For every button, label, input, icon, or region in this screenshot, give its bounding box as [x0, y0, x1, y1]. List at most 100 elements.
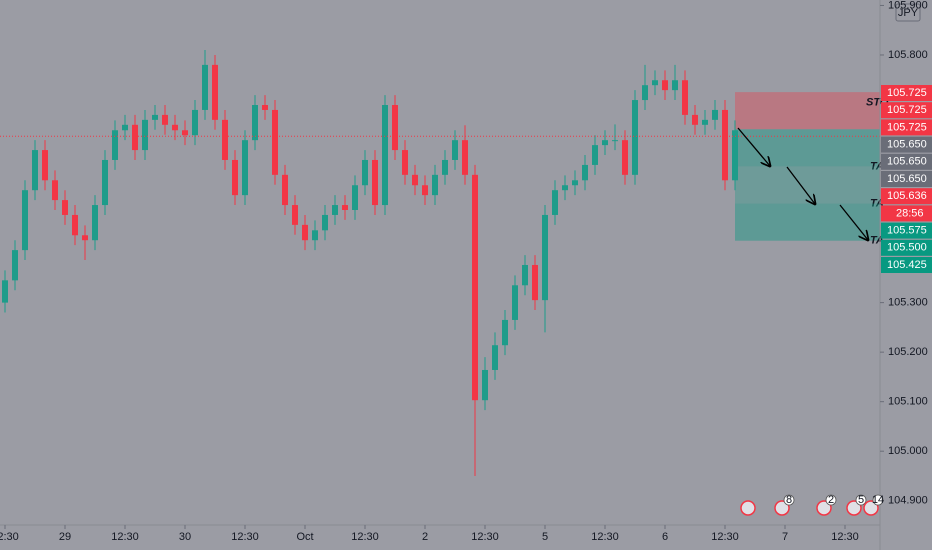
x-tick-label: 30: [179, 531, 191, 543]
candle-body: [552, 190, 558, 215]
candle-body: [662, 80, 668, 91]
candle-body: [302, 224, 308, 241]
price-label-box: [881, 171, 932, 187]
candle-body: [342, 205, 348, 210]
candle-body: [182, 130, 188, 136]
event-count: 14: [872, 494, 884, 506]
candle-body: [112, 130, 118, 160]
candle-body: [642, 85, 648, 101]
x-tick-label: 12:30: [111, 531, 139, 543]
candle-body: [322, 214, 328, 231]
candle-body: [512, 285, 518, 320]
candle-body: [502, 319, 508, 346]
price-label: 105.725: [887, 121, 927, 133]
x-tick-label: 12:30: [231, 531, 259, 543]
price-label: 105.725: [887, 104, 927, 116]
candle-body: [262, 105, 268, 110]
x-tick-label: 12:30: [591, 531, 619, 543]
y-tick-label: 104.900: [888, 495, 928, 507]
candle-body: [412, 174, 418, 186]
price-label: 105.650: [887, 173, 927, 185]
event-count: 5: [858, 494, 864, 506]
price-label: 105.425: [887, 259, 927, 271]
x-tick-label: 12:30: [471, 531, 499, 543]
event-icon: [846, 500, 862, 516]
price-label: 105.636: [887, 190, 927, 202]
candle-body: [692, 114, 698, 125]
x-tick-label: 12:30: [351, 531, 379, 543]
price-label: 105.725: [887, 87, 927, 99]
price-label-box: [881, 85, 932, 101]
candle-body: [432, 174, 438, 196]
y-tick-label: 105.000: [888, 445, 928, 457]
countdown-box: [881, 205, 932, 222]
candle-body: [82, 235, 88, 241]
candle-body: [72, 214, 78, 236]
price-label-box: [881, 257, 932, 273]
x-tick-label: Oct: [296, 531, 313, 543]
candle-body: [682, 80, 688, 115]
candle-body: [732, 130, 738, 181]
y-tick-label: 105.300: [888, 297, 928, 309]
candle-body: [372, 159, 378, 206]
candle-body: [702, 119, 708, 125]
candle-body: [592, 145, 598, 165]
candle-body: [162, 114, 168, 125]
candle-body: [32, 150, 38, 191]
candle-body: [202, 64, 208, 110]
candle-body: [212, 64, 218, 120]
candle-body: [612, 140, 618, 142]
x-tick-label: 2: [422, 531, 428, 543]
candle-body: [242, 140, 248, 196]
event-badge: [872, 494, 884, 506]
price-label-box: [881, 222, 932, 239]
candle-body: [222, 119, 228, 160]
target-zone: [735, 203, 880, 241]
price-label: 105.650: [887, 156, 927, 168]
price-label: 105.650: [887, 139, 927, 151]
candle-body: [452, 140, 458, 160]
x-tick-label: 5: [542, 531, 548, 543]
candle-body: [142, 119, 148, 151]
candle-body: [582, 164, 588, 181]
currency-box: [895, 3, 921, 22]
candle-body: [172, 124, 178, 131]
event-badge: [783, 494, 795, 506]
stop-zone: [735, 92, 880, 130]
arrow: [737, 127, 770, 166]
price-label-box: [881, 102, 932, 119]
candle-body: [382, 105, 388, 206]
candle-body: [42, 150, 48, 181]
x-tick-label: 7: [782, 531, 788, 543]
price-label-box: [881, 153, 932, 170]
event-count: 8: [786, 494, 792, 506]
candle-body: [62, 200, 68, 215]
candle-body: [132, 124, 138, 151]
candle-body: [482, 369, 488, 401]
candle-body: [282, 174, 288, 206]
candle-body: [272, 109, 278, 175]
event-icon: [863, 500, 879, 516]
candle-body: [492, 345, 498, 370]
candle-body: [632, 100, 638, 175]
candle-body: [472, 174, 478, 401]
candle-body: [122, 124, 128, 131]
candle-body: [712, 109, 718, 120]
currency: JPY: [898, 7, 919, 19]
candle-body: [352, 185, 358, 210]
candle-body: [252, 105, 258, 141]
candle-body: [652, 80, 658, 86]
candle-body: [462, 140, 468, 175]
x-tick-label: 12:30: [711, 531, 739, 543]
arrow: [786, 166, 815, 204]
x-tick-label: 29: [59, 531, 71, 543]
candle-body: [602, 140, 608, 146]
candle-body: [622, 140, 628, 175]
arrows: [737, 127, 868, 240]
x-tick-label: 12:30: [0, 531, 19, 543]
event-count: 2: [828, 494, 834, 506]
arrow: [839, 204, 868, 240]
event-icon: [774, 500, 790, 516]
candle-body: [522, 264, 528, 286]
